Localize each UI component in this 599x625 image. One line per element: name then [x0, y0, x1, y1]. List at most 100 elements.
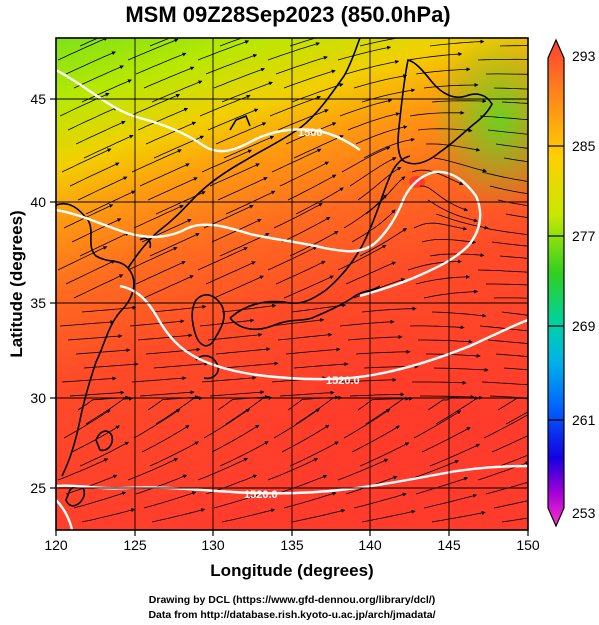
streamline [425, 143, 481, 152]
streamline [207, 332, 263, 341]
streamline [141, 425, 190, 453]
streamline [211, 424, 260, 453]
streamline [415, 476, 469, 495]
streamline [417, 128, 473, 133]
streamline [151, 508, 206, 523]
streamline [151, 304, 207, 313]
streamline [341, 377, 397, 383]
streamline [143, 491, 197, 509]
streamline [277, 332, 333, 341]
streamline [435, 395, 484, 425]
streamline [67, 106, 118, 131]
streamline [215, 347, 271, 355]
streamline [267, 246, 318, 271]
streamline [219, 38, 243, 47]
streamline [267, 458, 319, 481]
streamline [433, 367, 489, 372]
streamline [353, 74, 408, 89]
streamline [339, 319, 395, 327]
streamline [83, 134, 134, 159]
streamline [481, 381, 528, 386]
streamline [486, 283, 528, 286]
streamline [489, 185, 528, 195]
streamline [275, 474, 328, 495]
colorbar-label-293: 293 [572, 48, 596, 64]
colorbar: 293 285 277 269 261 253 [547, 38, 596, 528]
streamline [505, 411, 528, 425]
contour-label-1520-mid: 1520.0 [326, 375, 360, 387]
streamline [291, 508, 346, 523]
streamline [135, 52, 187, 75]
streamline [503, 157, 528, 163]
streamline [217, 395, 270, 411]
streamline [499, 255, 528, 259]
streamline [79, 232, 130, 257]
streamline [223, 135, 275, 159]
streamline [426, 353, 481, 358]
streamline [277, 109, 329, 131]
streamline [418, 339, 473, 344]
streamline [491, 435, 528, 453]
streamline [349, 392, 405, 397]
streamline [295, 187, 344, 215]
streamline [69, 390, 125, 397]
streamline [135, 261, 186, 285]
streamline [71, 218, 122, 243]
streamline [493, 500, 528, 509]
streamline [483, 227, 528, 236]
streamline [361, 509, 416, 523]
streamline [273, 203, 323, 229]
streamline [209, 390, 265, 397]
streamline [57, 246, 108, 271]
streamline [293, 135, 344, 159]
streamline [221, 508, 276, 523]
streamline [289, 230, 339, 257]
streamline [353, 492, 407, 509]
streamline [73, 274, 124, 299]
streamline [337, 45, 392, 61]
streamline [501, 517, 528, 523]
x-tick-labels: 120 125 130 135 140 145 150 [44, 537, 540, 553]
streamline [149, 441, 199, 467]
streamline [413, 410, 462, 439]
streamline [203, 408, 251, 439]
colorbar-label-253: 253 [572, 505, 596, 521]
streamline [285, 347, 341, 355]
streamline [339, 98, 393, 117]
x-tick-145: 145 [437, 537, 461, 553]
streamline [355, 349, 411, 355]
y-axis-label: Latitude (degrees) [7, 210, 26, 357]
streamline [357, 166, 402, 201]
streamline [423, 493, 478, 509]
streamline [267, 42, 320, 61]
streamline [407, 459, 460, 481]
streamline [421, 427, 471, 453]
streamline [221, 303, 277, 313]
streamline [197, 247, 248, 271]
streamline [139, 390, 195, 397]
figure-title: MSM 09Z28Sep2023 (850.0hPa) [125, 2, 450, 27]
streamline [289, 441, 339, 467]
streamline [197, 40, 250, 61]
y-tick-45: 45 [30, 91, 46, 107]
streamline [279, 390, 335, 397]
x-tick-135: 135 [280, 537, 304, 553]
streamline [127, 38, 179, 61]
streamline [65, 51, 116, 75]
streamline [145, 121, 197, 145]
streamline [61, 376, 117, 383]
credit-line-1: Drawing by DCL (https://www.gfd-dennou.o… [149, 594, 435, 606]
streamline [205, 54, 258, 75]
streamline [73, 65, 124, 89]
streamline [273, 408, 320, 439]
plot-area: 1500 1520.0 1520.0 [56, 38, 528, 530]
streamline [283, 491, 337, 509]
streamline [495, 143, 528, 149]
streamline [499, 454, 528, 467]
streamline [337, 458, 389, 481]
streamline [215, 122, 267, 145]
x-tick-125: 125 [123, 537, 147, 553]
y-tick-30: 30 [30, 390, 46, 406]
streamline [269, 95, 322, 117]
